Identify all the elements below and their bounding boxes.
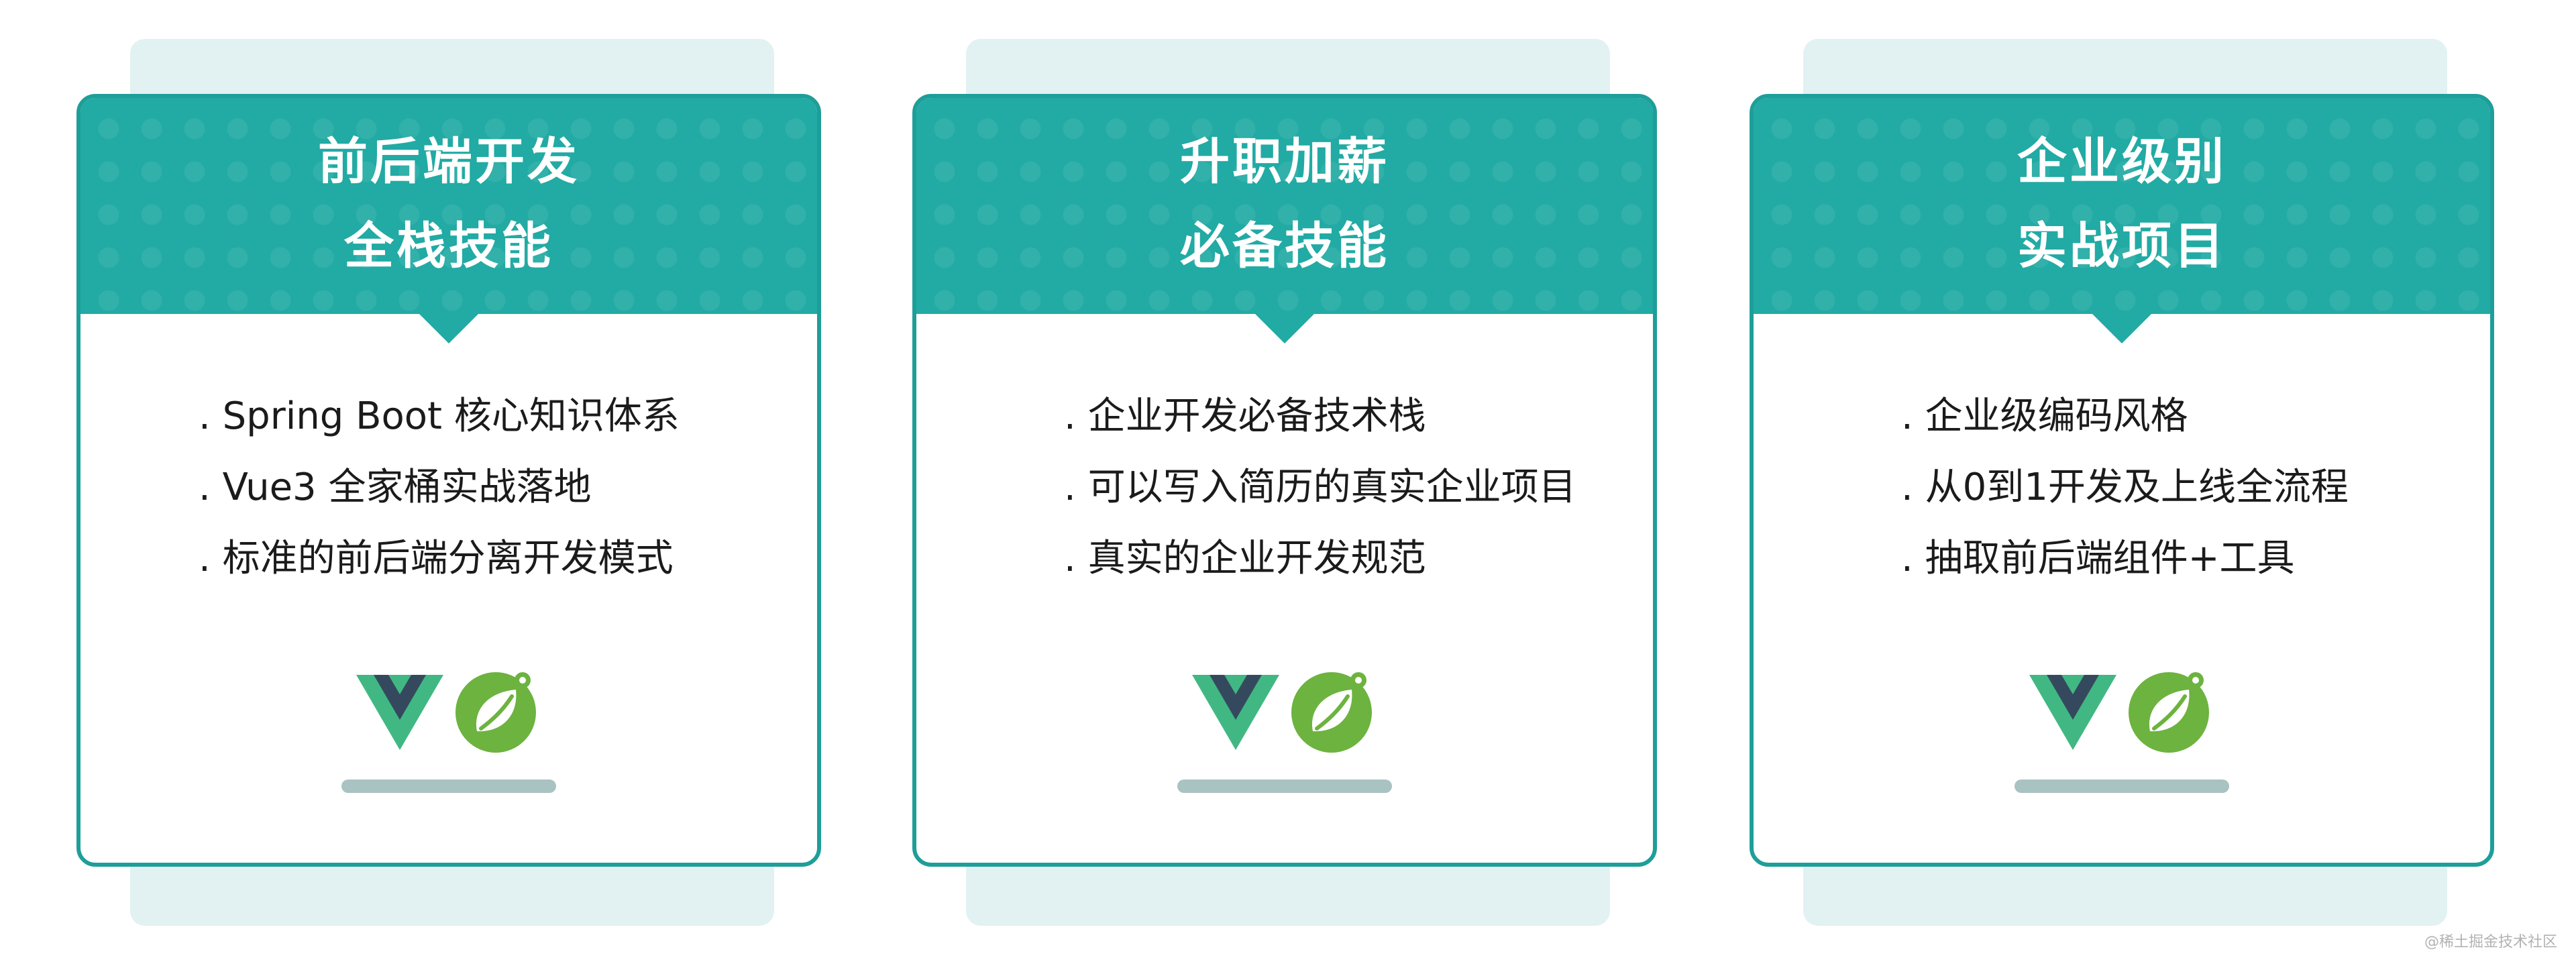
card-header: 前后端开发 全栈技能 [80, 98, 817, 314]
feature-item: . 标准的前后端分离开发模式 [199, 537, 674, 580]
feature-item: . 真实的企业开发规范 [1064, 537, 1426, 580]
feature-item: . 企业开发必备技术栈 [1064, 394, 1426, 438]
card-title-line2: 必备技能 [1180, 217, 1389, 275]
card-title-line1: 企业级别 [2017, 133, 2226, 191]
feature-item: . Vue3 全家桶实战落地 [199, 466, 592, 509]
card-title-line1: 升职加薪 [1180, 133, 1389, 191]
decorative-bar [2015, 780, 2229, 793]
watermark: @稀土掘金技术社区 [2424, 934, 2557, 951]
card-career: 升职加薪 必备技能 . 企业开发必备技术栈 . 可以写入简历的真实企业项目 . … [912, 94, 1657, 867]
vue-logo-icon [1192, 675, 1279, 750]
logo-group [1192, 669, 1377, 757]
card-enterprise: 企业级别 实战项目 . 企业级编码风格 . 从0到1开发及上线全流程 . 抽取前… [1750, 94, 2494, 867]
feature-item: . 可以写入简历的真实企业项目 [1064, 466, 1576, 509]
spring-logo-icon [1291, 672, 1372, 753]
card-fullstack: 前后端开发 全栈技能 . Spring Boot 核心知识体系 . Vue3 全… [76, 94, 821, 867]
feature-item: . Spring Boot 核心知识体系 [199, 394, 680, 438]
logo-group [356, 669, 541, 757]
card-title-line2: 全栈技能 [344, 217, 553, 275]
feature-item: . 从0到1开发及上线全流程 [1901, 466, 2349, 509]
header-pointer [418, 313, 480, 343]
vue-logo-icon [356, 675, 443, 750]
feature-item: . 企业级编码风格 [1901, 394, 2188, 438]
decorative-bar [1177, 780, 1392, 793]
card-title-line1: 前后端开发 [318, 133, 580, 191]
spring-logo-icon [455, 672, 536, 753]
feature-item: . 抽取前后端组件+工具 [1901, 537, 2295, 580]
logo-group [2029, 669, 2214, 757]
vue-logo-icon [2029, 675, 2116, 750]
header-pointer [1254, 313, 1316, 343]
card-header: 企业级别 实战项目 [1754, 98, 2490, 314]
header-pointer [2091, 313, 2153, 343]
card-title-line2: 实战项目 [2017, 217, 2226, 275]
spring-logo-icon [2129, 672, 2209, 753]
decorative-bar [341, 780, 556, 793]
card-header: 升职加薪 必备技能 [916, 98, 1653, 314]
